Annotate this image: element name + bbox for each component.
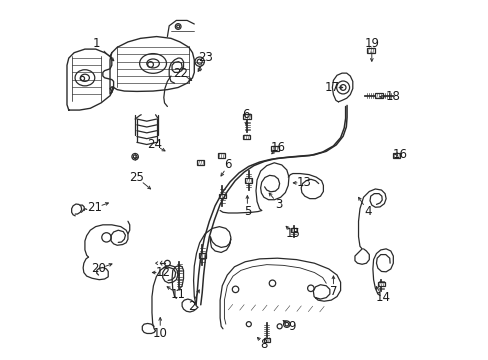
Text: 3: 3 [274, 198, 282, 211]
Text: 12: 12 [155, 266, 170, 279]
Text: 6: 6 [224, 158, 232, 171]
Bar [217, 153, 224, 158]
Text: 22: 22 [173, 67, 188, 80]
Text: 5: 5 [243, 205, 250, 218]
Bar [375, 93, 382, 98]
Text: 7: 7 [329, 285, 337, 298]
Bar [366, 48, 374, 53]
Text: 18: 18 [385, 90, 400, 103]
Bar [271, 146, 278, 151]
Bar [378, 282, 384, 286]
Text: 19: 19 [364, 36, 379, 50]
Text: 4: 4 [364, 205, 371, 218]
Text: 6: 6 [242, 108, 249, 121]
Text: 9: 9 [287, 320, 295, 333]
Text: 11: 11 [170, 288, 185, 301]
Text: 2: 2 [187, 300, 195, 313]
Text: 23: 23 [198, 51, 213, 64]
Bar [218, 194, 225, 198]
Text: 1: 1 [93, 37, 101, 50]
Bar [197, 161, 204, 165]
Bar [244, 179, 252, 183]
Text: 21: 21 [87, 202, 102, 215]
Text: 8: 8 [260, 338, 267, 351]
Text: 14: 14 [375, 291, 390, 304]
Text: 15: 15 [285, 226, 300, 239]
Bar [290, 228, 297, 232]
Text: 25: 25 [128, 171, 143, 184]
Text: 16: 16 [392, 148, 407, 161]
Bar [263, 338, 269, 342]
Bar [392, 153, 399, 158]
Bar [243, 114, 251, 119]
Bar [242, 135, 249, 139]
Text: 24: 24 [146, 138, 162, 151]
Text: 17: 17 [324, 81, 339, 94]
Bar [198, 253, 205, 258]
Text: 13: 13 [296, 176, 310, 189]
Text: 20: 20 [91, 262, 105, 275]
Text: 16: 16 [270, 140, 285, 153]
Text: 10: 10 [152, 327, 167, 340]
